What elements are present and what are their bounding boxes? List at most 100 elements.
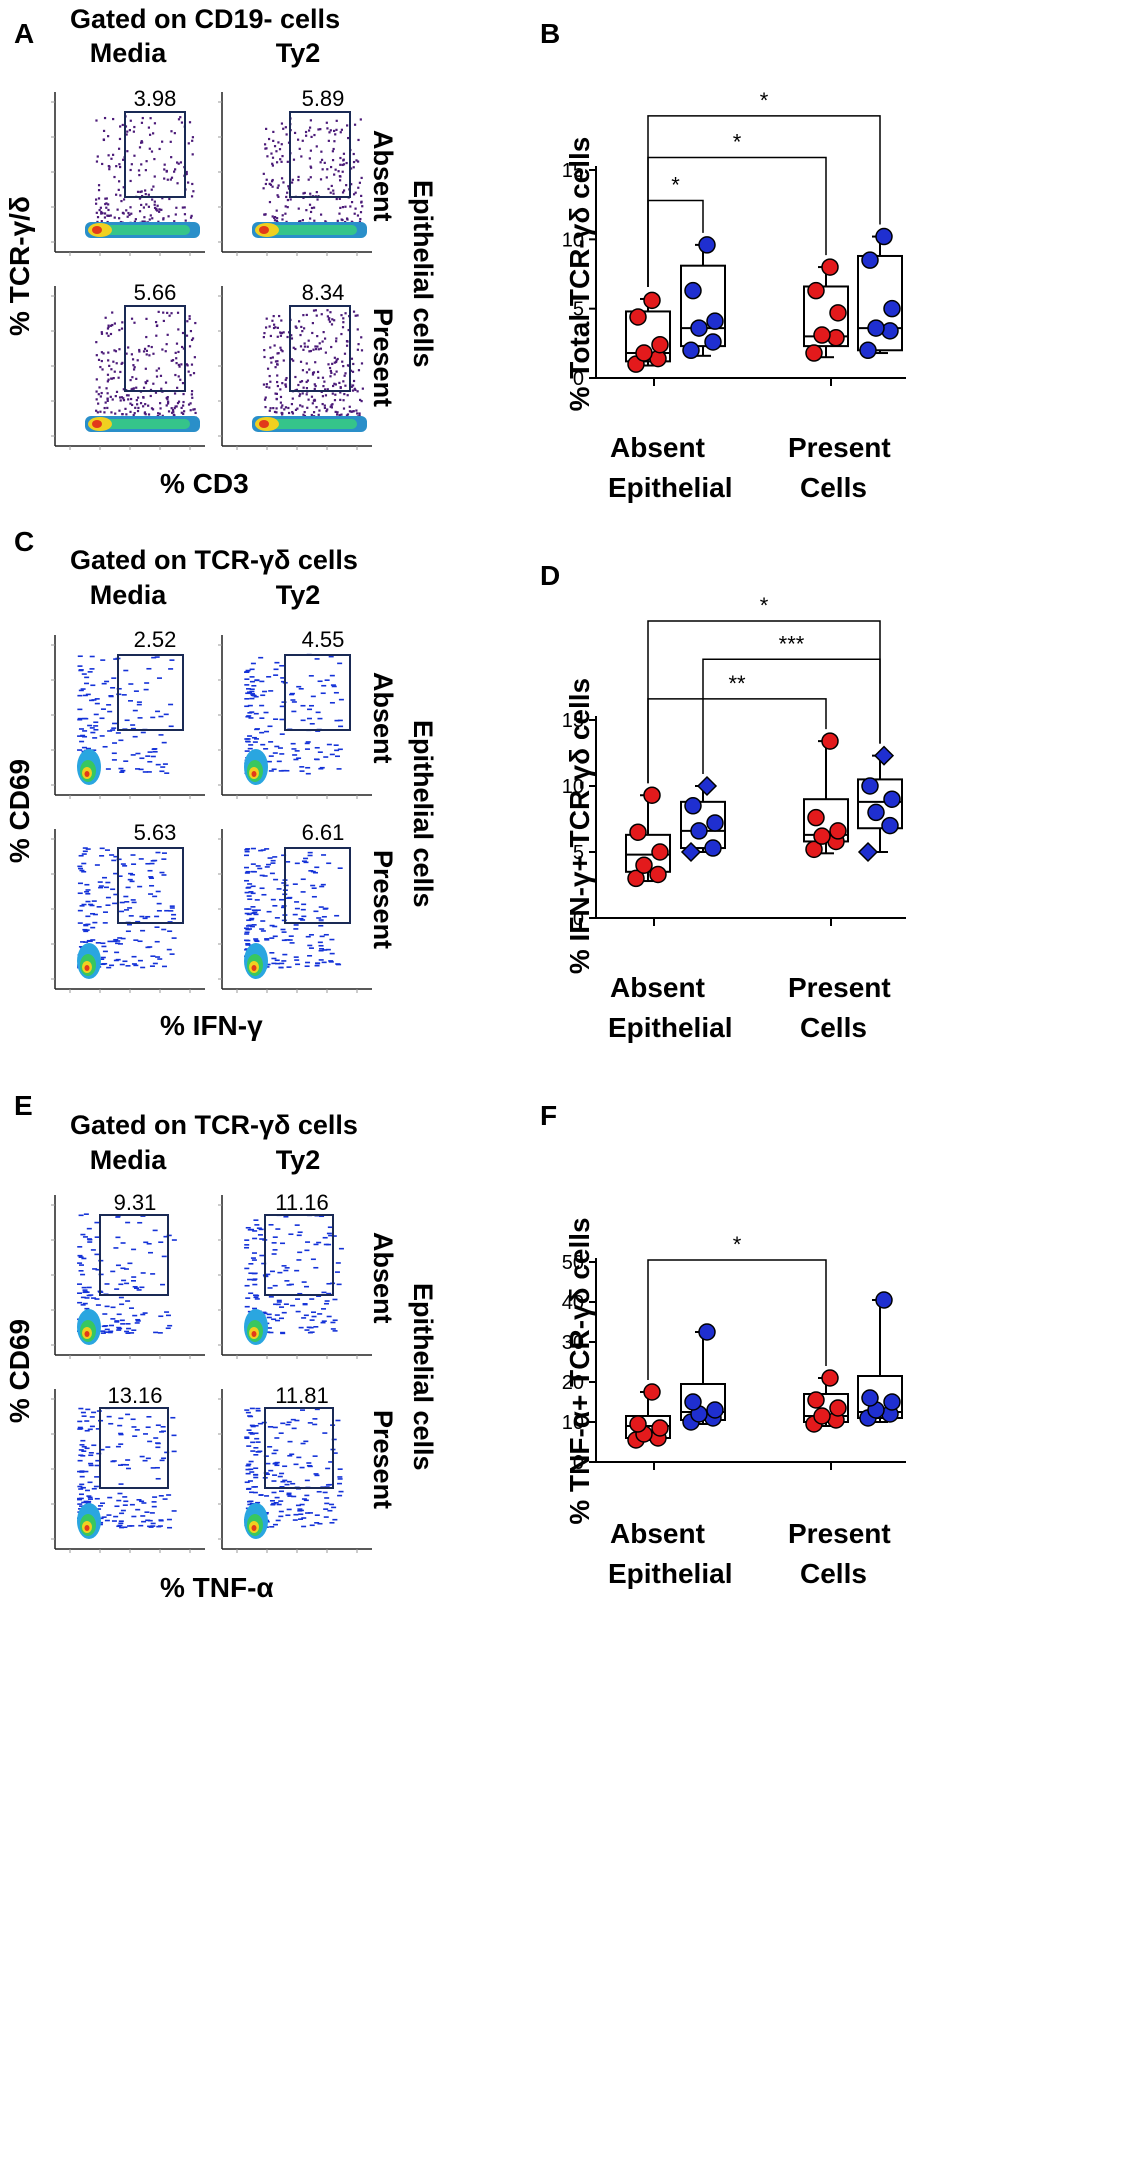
x-axis-label-a: % CD3 [160, 468, 249, 499]
data-point [706, 1401, 724, 1419]
data-point [813, 1407, 831, 1425]
data-point [813, 326, 831, 344]
data-point [635, 856, 653, 874]
data-point [827, 329, 845, 347]
data-point [629, 1415, 647, 1433]
data-point [643, 786, 661, 804]
group-label-f-absent: Absent [610, 1518, 705, 1549]
gate-value-e4: 11.81 [275, 1383, 329, 1408]
data-point [861, 777, 879, 795]
data-point [704, 839, 722, 857]
gated-title-c: Gated on TCR-γδ cells [70, 545, 358, 575]
chart-b: 0 5 10 15 * * * [562, 88, 906, 390]
y-tick-label: 10 [562, 229, 584, 251]
y-tick-label: 15 [562, 160, 584, 182]
y-tick-label: 15 [562, 710, 584, 732]
series-0 [625, 786, 671, 888]
gate-value-c1: 2.52 [133, 627, 177, 652]
y-axis-label-b: % Total TCR-γδ cells [564, 136, 595, 412]
data-point [643, 1383, 661, 1401]
data-point [651, 843, 669, 861]
gate-value-e1: 9.31 [113, 1190, 157, 1215]
data-point [805, 840, 823, 859]
y-tick-label: 5 [573, 842, 584, 864]
data-point [680, 841, 702, 863]
significance-label: * [733, 1232, 742, 1257]
significance-label: ** [728, 671, 746, 696]
y-tick-label: 10 [562, 776, 584, 798]
significance-label: * [760, 88, 769, 113]
data-point [698, 1323, 716, 1341]
series-2 [803, 732, 849, 859]
xlabel-d-epithelial: Epithelial [608, 1012, 733, 1043]
col-ty2-e: Ty2 [275, 1145, 321, 1175]
y-tick-label: 0 [573, 368, 584, 390]
data-point [807, 281, 825, 300]
y-tick-label: 0 [573, 1452, 584, 1474]
data-point [861, 1389, 879, 1407]
significance-label: * [671, 173, 680, 198]
significance-bracket [647, 115, 881, 287]
data-point [881, 322, 899, 340]
data-point [651, 335, 669, 354]
data-point [883, 790, 901, 808]
panel-letter-d: D [540, 560, 561, 591]
data-point [829, 304, 847, 322]
series-3 [857, 1291, 903, 1427]
data-point [651, 1419, 669, 1437]
data-point [807, 808, 825, 827]
y-tick-label: 20 [562, 1372, 584, 1394]
series-3 [857, 227, 903, 360]
panel-letter-f: F [540, 1100, 558, 1131]
data-point [821, 732, 839, 750]
data-point [706, 312, 724, 330]
group-label-b-absent: Absent [610, 432, 705, 463]
data-point [629, 308, 647, 326]
gate-value-c2: 4.55 [301, 627, 345, 652]
data-point [875, 1291, 893, 1309]
series-2 [803, 1369, 849, 1433]
data-point [875, 227, 893, 246]
data-point [857, 841, 879, 863]
xlabel-f-cells: Cells [800, 1558, 867, 1589]
data-point [883, 299, 901, 318]
data-point [643, 291, 661, 310]
series-1 [680, 236, 726, 360]
data-point [684, 1393, 702, 1411]
gate-value-a4: 8.34 [301, 280, 345, 305]
data-point [684, 281, 702, 300]
col-media-c: Media [89, 580, 167, 610]
data-point [635, 344, 653, 362]
data-point [690, 822, 708, 840]
col-ty2-c: Ty2 [275, 580, 321, 610]
gated-title-a: Gated on CD19- cells [70, 4, 341, 34]
chart-f: 0 10 20 30 40 50 * [562, 1232, 906, 1474]
y-tick-label: 40 [562, 1292, 584, 1314]
data-point [805, 344, 823, 362]
significance-bracket [647, 620, 881, 784]
group-label-d-present: Present [788, 972, 891, 1003]
xlabel-f-epithelial: Epithelial [608, 1558, 733, 1589]
series-1 [680, 1323, 726, 1431]
data-point [821, 258, 839, 276]
gate-value-c3: 5.63 [133, 820, 177, 845]
panel-letter-c: C [14, 526, 35, 557]
gate-value-a2: 5.89 [301, 86, 345, 111]
data-point [696, 775, 718, 797]
data-point [881, 816, 899, 835]
data-point [807, 1391, 825, 1409]
data-point [873, 745, 895, 766]
group-label-b-present: Present [788, 432, 891, 463]
series-2 [803, 258, 849, 362]
panel-letter-b: B [540, 18, 561, 49]
series-3 [857, 745, 903, 863]
xlabel-b-cells: Cells [800, 472, 867, 503]
gate-value-a1: 3.98 [133, 86, 177, 111]
data-point [698, 236, 716, 254]
data-point [682, 341, 700, 360]
y-tick-label: 10 [562, 1412, 584, 1434]
gate-value-c4: 6.61 [301, 820, 345, 845]
data-point [859, 341, 877, 360]
